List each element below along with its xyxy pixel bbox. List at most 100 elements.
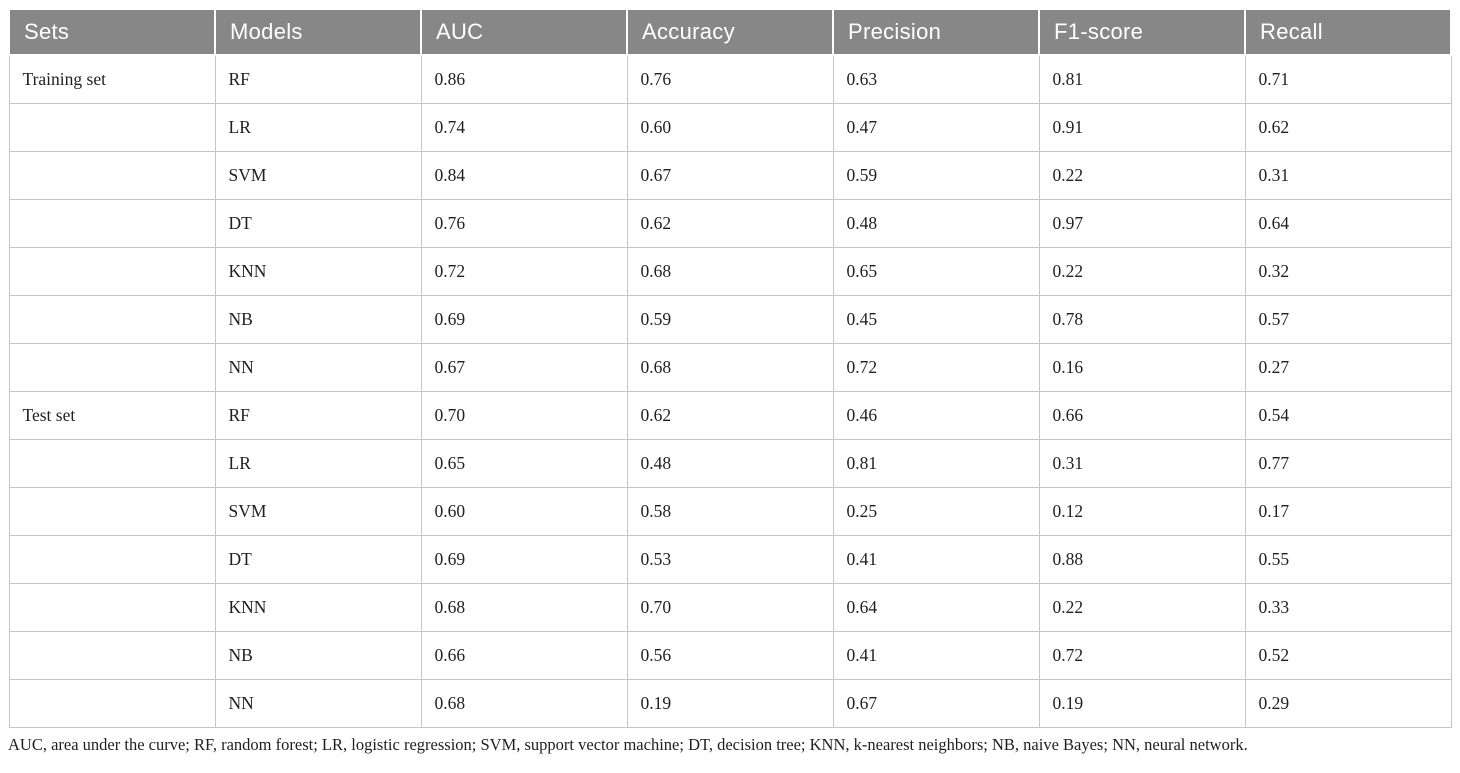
cell-precision: 0.45 — [832, 295, 1040, 344]
table-row: Training set RF 0.86 0.76 0.63 0.81 0.71 — [8, 54, 1452, 104]
cell-model: LR — [214, 439, 422, 488]
cell-precision: 0.65 — [832, 247, 1040, 296]
cell-recall: 0.32 — [1244, 247, 1452, 296]
cell-auc: 0.70 — [420, 391, 628, 440]
cell-f1: 0.91 — [1038, 103, 1246, 152]
cell-accuracy: 0.70 — [626, 583, 834, 632]
column-header-model: Models — [214, 8, 422, 56]
cell-model: NN — [214, 343, 422, 392]
cell-precision: 0.41 — [832, 535, 1040, 584]
cell-set — [8, 199, 216, 248]
table-row: LR 0.65 0.48 0.81 0.31 0.77 — [8, 439, 1452, 488]
cell-f1: 0.66 — [1038, 391, 1246, 440]
table-row: KNN 0.68 0.70 0.64 0.22 0.33 — [8, 583, 1452, 632]
cell-accuracy: 0.58 — [626, 487, 834, 536]
cell-recall: 0.33 — [1244, 583, 1452, 632]
table-row: DT 0.76 0.62 0.48 0.97 0.64 — [8, 199, 1452, 248]
cell-set — [8, 583, 216, 632]
cell-accuracy: 0.56 — [626, 631, 834, 680]
cell-precision: 0.81 — [832, 439, 1040, 488]
cell-precision: 0.48 — [832, 199, 1040, 248]
cell-model: SVM — [214, 151, 422, 200]
cell-auc: 0.67 — [420, 343, 628, 392]
cell-auc: 0.68 — [420, 679, 628, 728]
cell-accuracy: 0.48 — [626, 439, 834, 488]
cell-set: Test set — [8, 391, 216, 440]
cell-model: DT — [214, 535, 422, 584]
table-row: Test set RF 0.70 0.62 0.46 0.66 0.54 — [8, 391, 1452, 440]
cell-set — [8, 343, 216, 392]
table-header: Sets Models AUC Accuracy Precision F1-score Re… — [8, 8, 1452, 56]
cell-set — [8, 103, 216, 152]
cell-f1: 0.22 — [1038, 583, 1246, 632]
model-performance-table: Sets Models AUC Accuracy Precision F1-score Re… — [8, 8, 1452, 728]
column-header-set: Sets — [8, 8, 216, 56]
column-header-auc: AUC — [420, 8, 628, 56]
cell-precision: 0.46 — [832, 391, 1040, 440]
cell-precision: 0.63 — [832, 54, 1040, 104]
cell-precision: 0.72 — [832, 343, 1040, 392]
cell-model: KNN — [214, 247, 422, 296]
cell-model: KNN — [214, 583, 422, 632]
cell-accuracy: 0.76 — [626, 54, 834, 104]
cell-auc: 0.72 — [420, 247, 628, 296]
cell-accuracy: 0.68 — [626, 247, 834, 296]
cell-recall: 0.17 — [1244, 487, 1452, 536]
cell-f1: 0.22 — [1038, 151, 1246, 200]
cell-f1: 0.97 — [1038, 199, 1246, 248]
cell-auc: 0.74 — [420, 103, 628, 152]
cell-precision: 0.41 — [832, 631, 1040, 680]
cell-recall: 0.71 — [1244, 54, 1452, 104]
cell-set — [8, 631, 216, 680]
cell-precision: 0.67 — [832, 679, 1040, 728]
cell-model: NN — [214, 679, 422, 728]
cell-accuracy: 0.67 — [626, 151, 834, 200]
cell-precision: 0.47 — [832, 103, 1040, 152]
cell-f1: 0.12 — [1038, 487, 1246, 536]
cell-recall: 0.31 — [1244, 151, 1452, 200]
cell-auc: 0.86 — [420, 54, 628, 104]
column-header-f1: F1-score — [1038, 8, 1246, 56]
table-row: NN 0.67 0.68 0.72 0.16 0.27 — [8, 343, 1452, 392]
cell-f1: 0.88 — [1038, 535, 1246, 584]
cell-accuracy: 0.60 — [626, 103, 834, 152]
table-row: SVM 0.84 0.67 0.59 0.22 0.31 — [8, 151, 1452, 200]
table-row: KNN 0.72 0.68 0.65 0.22 0.32 — [8, 247, 1452, 296]
cell-set: Training set — [8, 54, 216, 104]
cell-auc: 0.69 — [420, 535, 628, 584]
header-row: Sets Models AUC Accuracy Precision F1-score Re… — [8, 8, 1452, 56]
cell-set — [8, 247, 216, 296]
cell-f1: 0.81 — [1038, 54, 1246, 104]
paper-table-figure: Sets Models AUC Accuracy Precision F1-score Re… — [8, 8, 1452, 754]
cell-accuracy: 0.59 — [626, 295, 834, 344]
cell-set — [8, 535, 216, 584]
cell-auc: 0.60 — [420, 487, 628, 536]
table-row: NB 0.69 0.59 0.45 0.78 0.57 — [8, 295, 1452, 344]
table-row: SVM 0.60 0.58 0.25 0.12 0.17 — [8, 487, 1452, 536]
cell-recall: 0.57 — [1244, 295, 1452, 344]
cell-model: DT — [214, 199, 422, 248]
table-row: DT 0.69 0.53 0.41 0.88 0.55 — [8, 535, 1452, 584]
cell-precision: 0.59 — [832, 151, 1040, 200]
cell-model: NB — [214, 295, 422, 344]
cell-auc: 0.69 — [420, 295, 628, 344]
table-body: Training set RF 0.86 0.76 0.63 0.81 0.71 LR 0.74… — [8, 54, 1452, 728]
cell-model: RF — [214, 54, 422, 104]
cell-accuracy: 0.62 — [626, 391, 834, 440]
column-header-precision: Precision — [832, 8, 1040, 56]
cell-auc: 0.68 — [420, 583, 628, 632]
cell-model: SVM — [214, 487, 422, 536]
table-row: LR 0.74 0.60 0.47 0.91 0.62 — [8, 103, 1452, 152]
cell-set — [8, 439, 216, 488]
table-row: NN 0.68 0.19 0.67 0.19 0.29 — [8, 679, 1452, 728]
cell-recall: 0.54 — [1244, 391, 1452, 440]
cell-f1: 0.72 — [1038, 631, 1246, 680]
cell-model: LR — [214, 103, 422, 152]
column-header-recall: Recall — [1244, 8, 1452, 56]
cell-recall: 0.27 — [1244, 343, 1452, 392]
cell-auc: 0.84 — [420, 151, 628, 200]
cell-precision: 0.25 — [832, 487, 1040, 536]
cell-recall: 0.55 — [1244, 535, 1452, 584]
cell-set — [8, 679, 216, 728]
cell-set — [8, 295, 216, 344]
